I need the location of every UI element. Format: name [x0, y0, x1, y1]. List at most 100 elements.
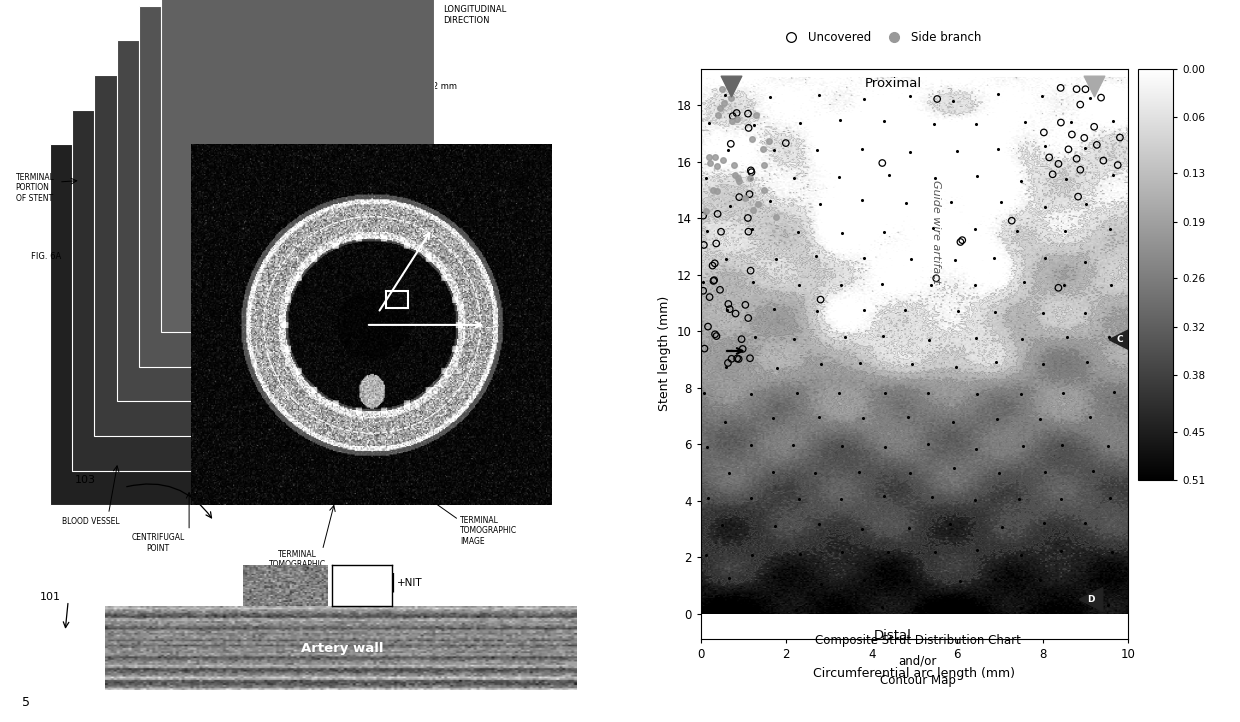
- Point: [1059, 144, 1079, 155]
- Point: [1012, 175, 1032, 187]
- Point: [808, 412, 828, 423]
- Point: [708, 208, 728, 219]
- Text: +NIT: +NIT: [397, 578, 423, 588]
- Point: [874, 490, 894, 502]
- Point: [988, 88, 1008, 100]
- Point: [1035, 252, 1055, 264]
- Point: [696, 173, 715, 184]
- Point: [1034, 126, 1054, 138]
- Point: [811, 578, 831, 589]
- Point: [1035, 466, 1055, 478]
- Point: [900, 146, 920, 157]
- Point: [901, 253, 921, 265]
- Point: [723, 110, 743, 122]
- Point: [787, 227, 807, 238]
- Text: Guide wire artifact: Guide wire artifact: [931, 180, 941, 284]
- Point: [1070, 164, 1090, 175]
- FancyBboxPatch shape: [50, 144, 322, 505]
- Point: [763, 466, 782, 478]
- FancyBboxPatch shape: [161, 0, 434, 332]
- Point: [1100, 492, 1120, 504]
- Point: [703, 185, 723, 196]
- Point: [1013, 440, 1033, 452]
- Point: [698, 492, 718, 504]
- Point: [872, 601, 892, 613]
- Point: [729, 353, 749, 365]
- Point: [1100, 223, 1120, 235]
- Point: [754, 159, 774, 170]
- Point: [786, 604, 806, 615]
- Point: [924, 118, 944, 130]
- Point: [967, 388, 987, 400]
- Point: [1099, 440, 1118, 452]
- Point: [720, 201, 740, 212]
- Point: [708, 109, 728, 121]
- Point: [852, 144, 872, 155]
- Point: [918, 387, 937, 399]
- Point: [742, 133, 761, 144]
- Point: [722, 353, 742, 365]
- Point: [832, 546, 852, 557]
- Point: [717, 253, 737, 265]
- Point: [1012, 602, 1032, 614]
- Point: [1066, 83, 1086, 95]
- Text: REFERENCE
STRUT: REFERENCE STRUT: [460, 341, 505, 360]
- Point: [951, 236, 971, 248]
- Point: [875, 388, 895, 399]
- Point: [946, 361, 966, 373]
- Point: [697, 225, 717, 237]
- Point: [807, 305, 827, 317]
- Text: D: D: [1087, 595, 1095, 604]
- Polygon shape: [1109, 328, 1132, 352]
- Point: [719, 573, 739, 584]
- FancyBboxPatch shape: [139, 6, 412, 367]
- Point: [738, 108, 758, 119]
- Point: [941, 196, 961, 208]
- Point: [918, 438, 937, 450]
- Point: [919, 334, 939, 346]
- Point: [946, 145, 966, 157]
- Text: FIG. 6A: FIG. 6A: [31, 252, 61, 261]
- Point: [720, 79, 740, 91]
- Point: [1099, 599, 1118, 610]
- Point: [1083, 466, 1102, 477]
- Point: [903, 358, 923, 370]
- Point: [728, 113, 748, 124]
- Point: [1049, 158, 1069, 170]
- Point: [760, 92, 780, 103]
- Point: [1033, 358, 1053, 370]
- Point: [693, 276, 713, 287]
- Point: [704, 274, 724, 286]
- Point: [926, 272, 946, 284]
- Point: [729, 175, 749, 187]
- Point: [966, 118, 986, 130]
- Point: [985, 306, 1004, 318]
- Text: Proximal: Proximal: [864, 77, 921, 90]
- Point: [854, 574, 874, 586]
- Point: [707, 330, 727, 342]
- Point: [739, 226, 759, 238]
- Point: [1007, 225, 1027, 237]
- Point: [928, 93, 947, 105]
- Point: [745, 331, 765, 343]
- Point: [743, 204, 763, 216]
- Point: [1081, 575, 1101, 586]
- Point: [693, 285, 713, 297]
- Point: [899, 522, 919, 534]
- Point: [992, 521, 1012, 533]
- Legend: Uncovered, Side branch: Uncovered, Side branch: [775, 26, 986, 48]
- Point: [1076, 356, 1096, 367]
- Point: [713, 155, 733, 166]
- Point: [712, 519, 732, 531]
- Point: [987, 414, 1007, 425]
- Point: [766, 253, 786, 264]
- Point: [689, 331, 709, 343]
- Point: [1102, 170, 1122, 181]
- Point: [704, 152, 724, 163]
- Point: [701, 598, 720, 609]
- Point: [875, 441, 895, 453]
- Point: [754, 185, 774, 196]
- Point: [1055, 225, 1075, 236]
- Point: [942, 95, 962, 107]
- Point: [718, 298, 738, 310]
